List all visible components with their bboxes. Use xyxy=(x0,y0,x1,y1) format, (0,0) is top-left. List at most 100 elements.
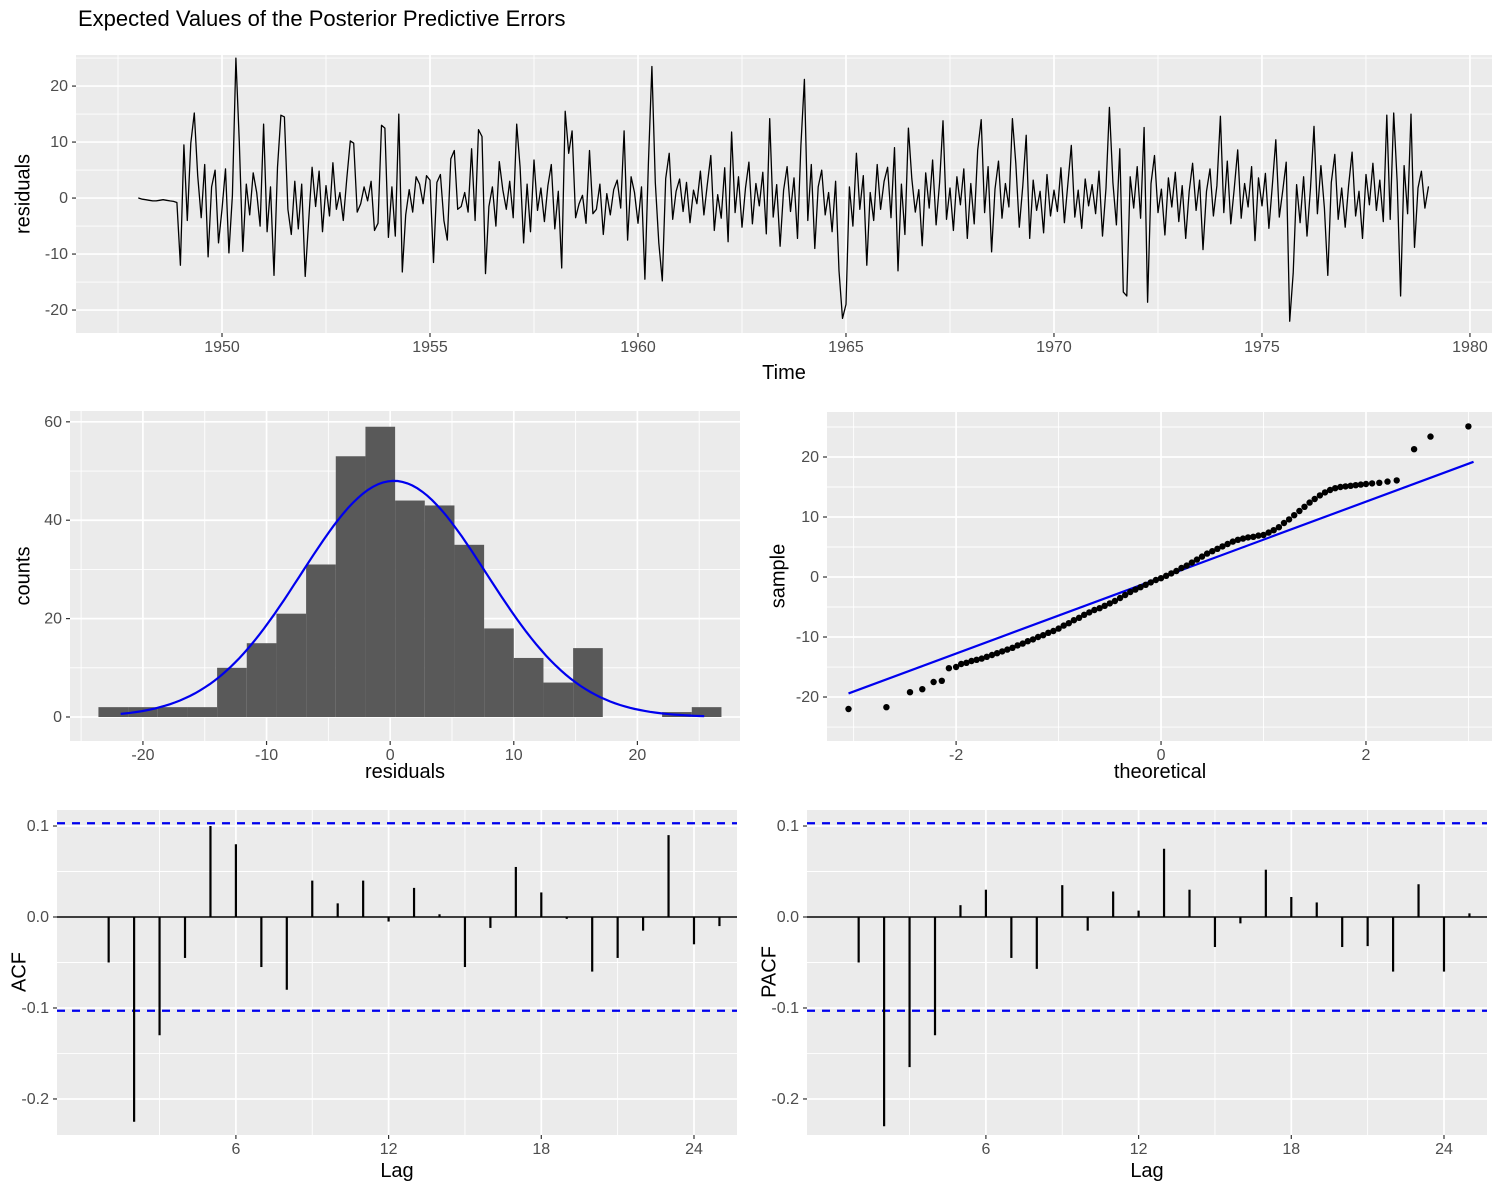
pacf-x-tick-label: 18 xyxy=(1282,1141,1300,1158)
qq-point xyxy=(845,705,852,713)
qq-point xyxy=(1229,538,1237,545)
ts-y-tick-label: 10 xyxy=(50,134,68,151)
hist-bar xyxy=(454,544,485,717)
hist-bar xyxy=(424,505,455,717)
qq-point xyxy=(988,651,996,659)
qq-point xyxy=(1183,562,1190,569)
qq-point xyxy=(1275,524,1283,531)
qq-point xyxy=(1465,423,1472,430)
ts-x-tick-label: 1955 xyxy=(412,339,448,356)
hist-x-axis-title: residuals xyxy=(364,761,446,783)
qq-point xyxy=(1427,433,1434,440)
qq-point xyxy=(963,659,970,666)
acf-x-tick-label: 24 xyxy=(685,1141,703,1158)
pacf-y-axis-title: PACF xyxy=(758,946,781,998)
ts-x-tick-label: 1950 xyxy=(204,339,240,356)
ts-x-tick-label: 1970 xyxy=(1036,339,1072,356)
pacf-x-tick-label: 24 xyxy=(1435,1141,1453,1158)
ts-y-tick-label: -20 xyxy=(45,302,68,319)
acf-x-axis-title: Lag xyxy=(380,1160,414,1182)
qq-point xyxy=(1260,531,1267,539)
qq-x-tick-label: 0 xyxy=(1157,747,1166,764)
qq-point xyxy=(919,686,926,693)
qq-point xyxy=(1086,609,1093,616)
qq-point xyxy=(1101,602,1108,609)
qq-point xyxy=(1255,532,1262,539)
qq-point xyxy=(978,655,985,662)
qq-point xyxy=(1203,550,1211,557)
acf-y-tick-label: 0.1 xyxy=(27,818,49,835)
qq-point xyxy=(1224,540,1231,548)
hist-y-axis-title: counts xyxy=(12,546,35,606)
qq-point xyxy=(1137,584,1144,591)
ts-x-tick-label: 1965 xyxy=(828,339,864,356)
qq-point xyxy=(1316,492,1324,499)
acf-y-tick-label: 0.0 xyxy=(27,909,49,926)
qq-point xyxy=(999,648,1006,655)
qq-point xyxy=(1106,600,1114,607)
pacf-panel-background xyxy=(807,810,1487,1135)
qq-point xyxy=(1410,446,1418,453)
pacf-panel: 6 12 18 24 0.1 0.0 -0.1 -0.2 xyxy=(771,810,1487,1158)
qq-point xyxy=(1347,482,1354,489)
qq-point xyxy=(938,677,945,684)
hist-bar xyxy=(573,648,603,717)
hist-bar xyxy=(246,643,277,717)
hist-bar xyxy=(484,628,514,717)
qq-point xyxy=(993,650,1001,657)
qq-point xyxy=(1250,533,1257,540)
hist-y-tick-label: 20 xyxy=(44,611,62,628)
qq-point xyxy=(1065,620,1073,627)
qq-point xyxy=(883,704,890,711)
qq-point xyxy=(983,653,990,660)
qq-point xyxy=(1244,534,1252,541)
figure-title: Expected Values of the Posterior Predict… xyxy=(78,6,566,31)
hist-bar xyxy=(395,500,425,717)
qq-point xyxy=(1029,636,1037,643)
qq-point xyxy=(1050,627,1057,635)
qq-point xyxy=(1326,486,1334,494)
qq-point xyxy=(1091,606,1098,614)
qq-point xyxy=(1055,625,1062,632)
qq-point xyxy=(1034,633,1042,641)
qq-point xyxy=(1198,553,1206,560)
pacf-x-axis-title: Lag xyxy=(1130,1160,1164,1182)
qq-y-tick-label: 20 xyxy=(801,449,819,466)
qq-point xyxy=(1285,516,1293,523)
qq-point xyxy=(1024,638,1032,645)
qq-x-tick-label: -2 xyxy=(949,747,963,764)
qq-point xyxy=(958,660,965,668)
qq-point xyxy=(1157,575,1165,582)
pacf-y-tick-label: 0.0 xyxy=(777,909,799,926)
hist-y-tick-label: 60 xyxy=(44,414,62,431)
qq-point xyxy=(1352,482,1359,489)
qq-point xyxy=(968,657,975,665)
hist-bar xyxy=(157,707,188,717)
qq-point xyxy=(1081,611,1088,618)
hist-bar xyxy=(543,682,574,717)
acf-x-tick-label: 18 xyxy=(532,1141,550,1158)
qq-point xyxy=(1296,507,1303,515)
qq-point xyxy=(1188,559,1196,566)
hist-bar xyxy=(128,707,158,717)
ts-x-tick-label: 1975 xyxy=(1244,339,1280,356)
qq-point xyxy=(1122,591,1129,599)
qq-point xyxy=(1291,512,1298,519)
pacf-x-tick-label: 6 xyxy=(981,1141,990,1158)
hist-bar xyxy=(276,613,307,717)
qq-point xyxy=(1332,485,1339,492)
qq-point xyxy=(1147,579,1155,586)
qq-point xyxy=(945,665,953,672)
acf-y-tick-label: -0.1 xyxy=(21,1000,49,1017)
qq-point xyxy=(952,663,960,671)
ts-y-tick-label: -10 xyxy=(45,246,68,263)
acf-y-axis-title: ACF xyxy=(8,952,31,992)
ts-series-line xyxy=(138,57,1430,322)
qq-point xyxy=(1311,495,1318,503)
pacf-y-tick-label: 0.1 xyxy=(777,818,799,835)
ts-y-axis-title: residuals xyxy=(12,153,35,235)
qq-point xyxy=(1127,588,1134,596)
qq-point xyxy=(1004,646,1011,653)
